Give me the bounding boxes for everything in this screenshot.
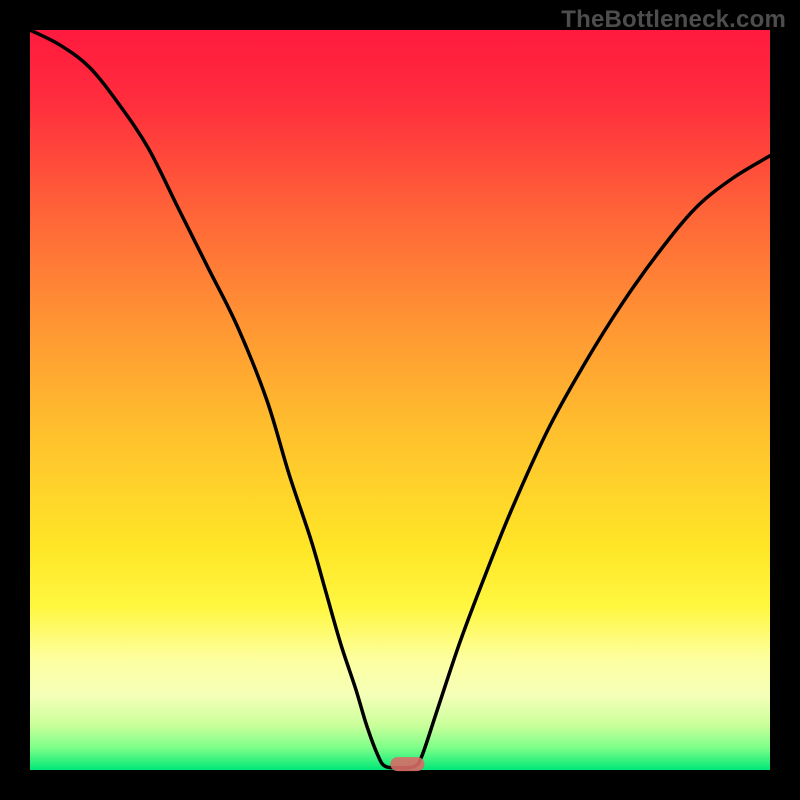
optimal-marker [390, 757, 424, 771]
watermark-text: TheBottleneck.com [561, 6, 786, 34]
chart-frame: TheBottleneck.com [0, 0, 800, 800]
chart-svg [0, 0, 800, 800]
plot-background [30, 30, 770, 770]
